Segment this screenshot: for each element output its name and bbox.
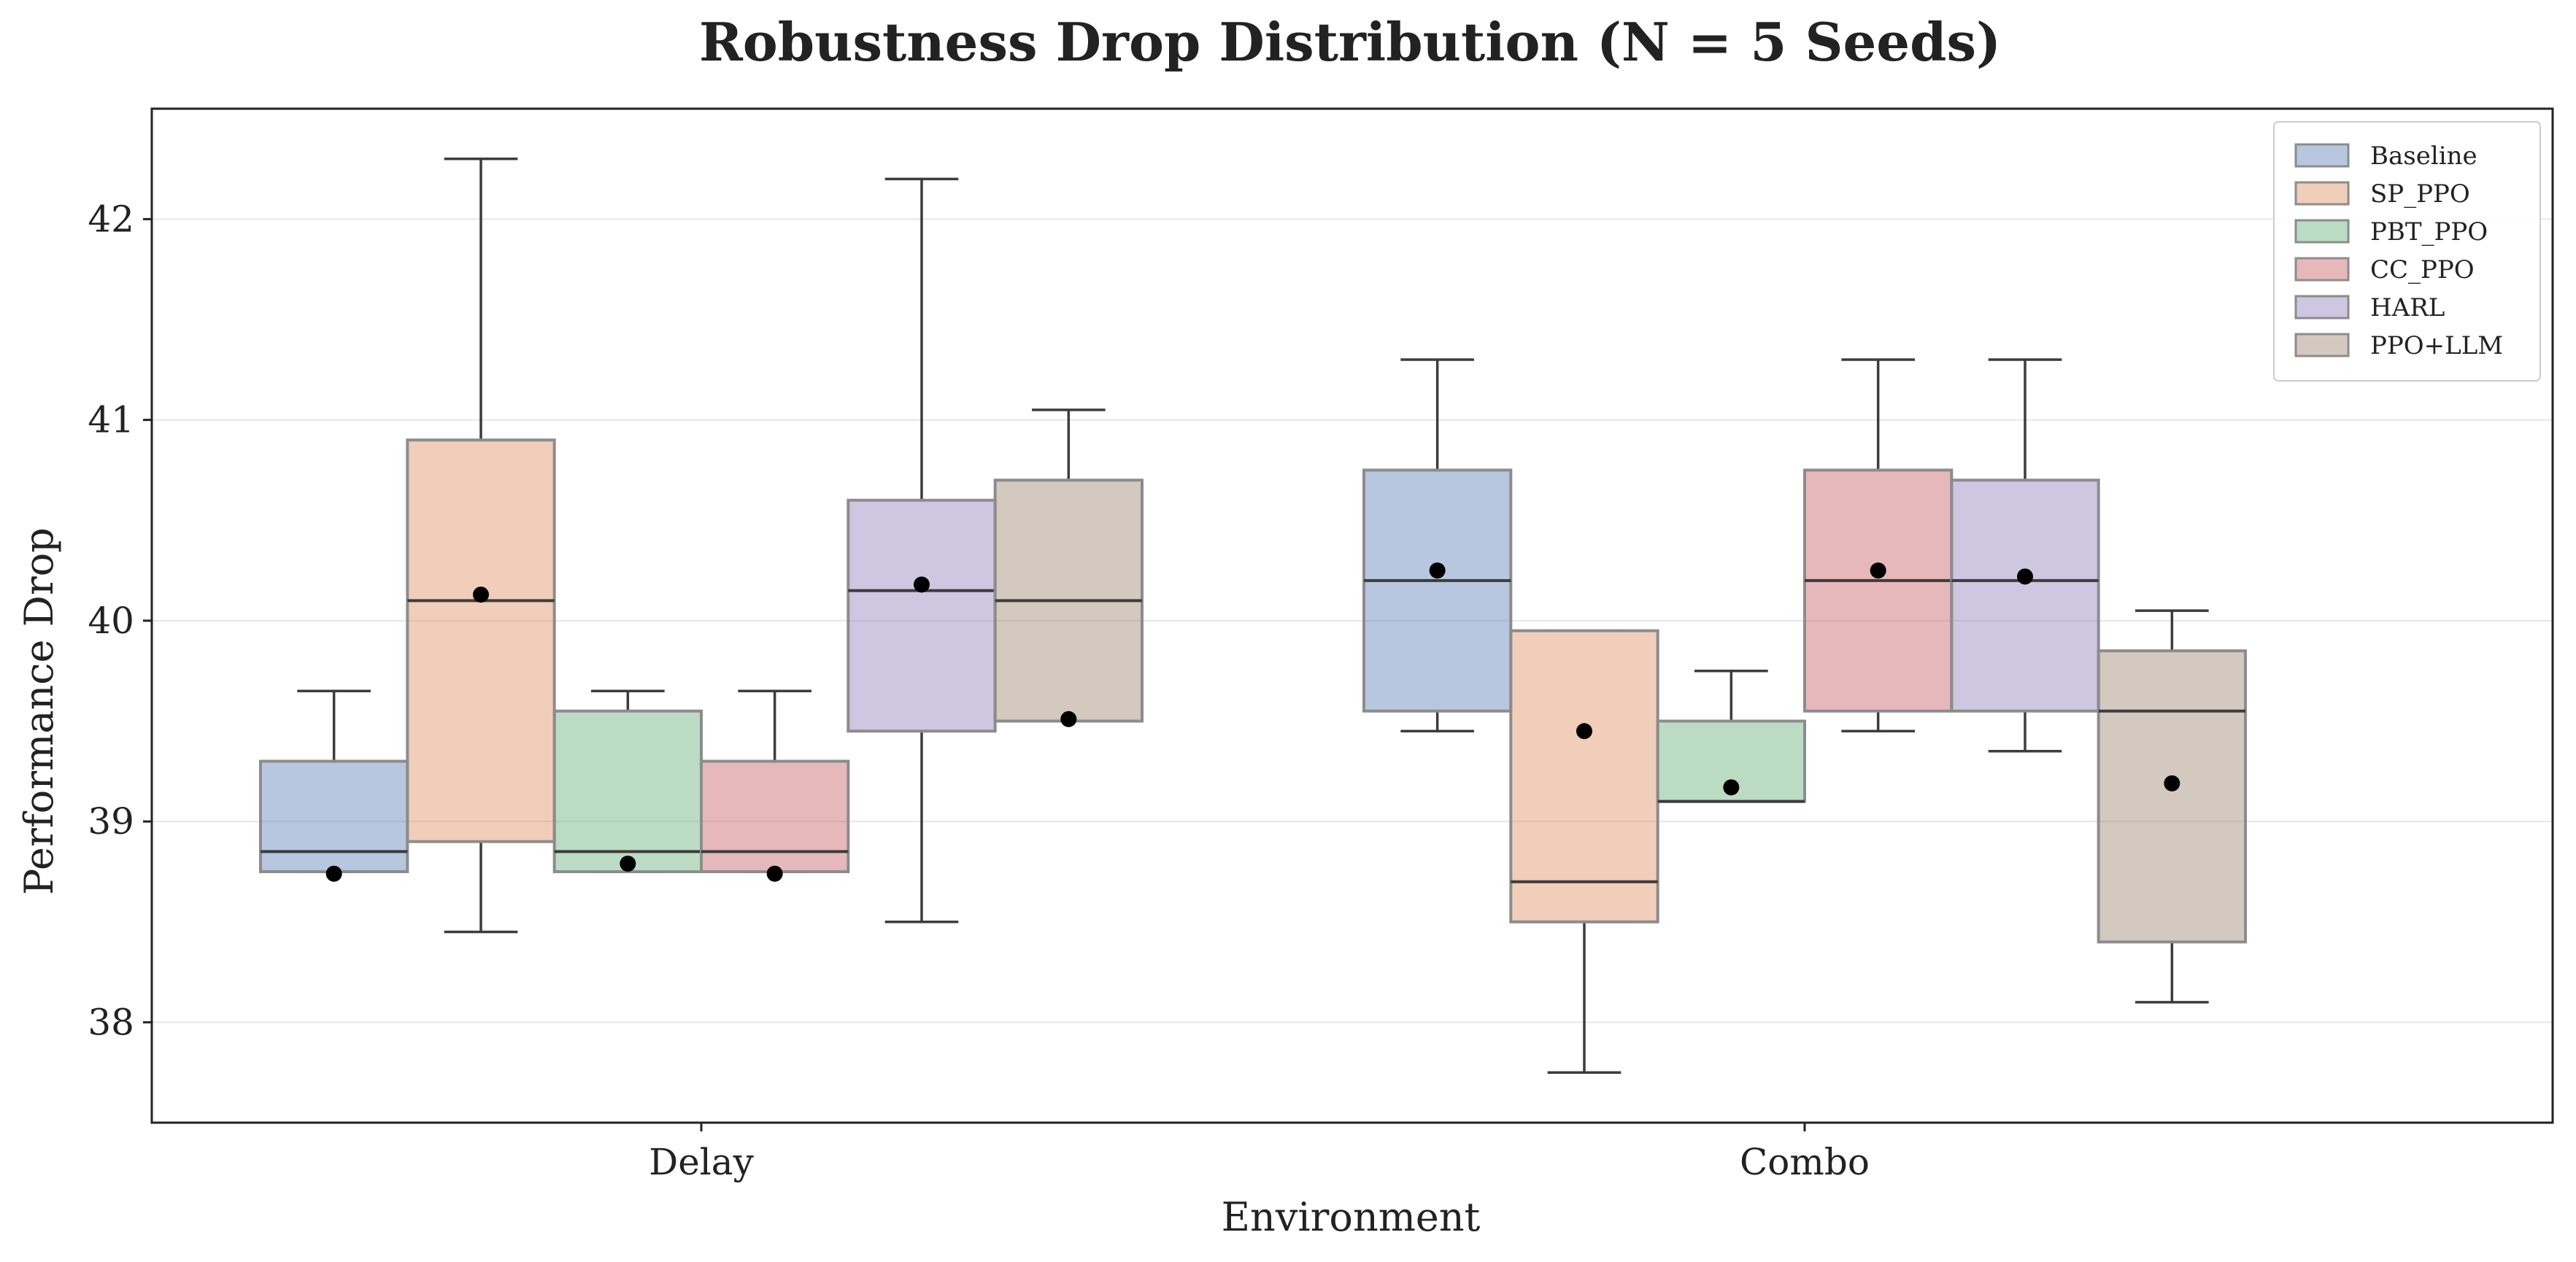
mean-marker bbox=[473, 587, 489, 603]
legend-item: PPO+LLM bbox=[2294, 331, 2503, 360]
legend-swatch bbox=[2294, 333, 2350, 357]
y-tick-label: 42 bbox=[88, 198, 134, 240]
box-sp-ppo-combo bbox=[1509, 629, 1659, 1074]
legend-item: CC_PPO bbox=[2294, 255, 2475, 284]
legend-frame bbox=[2273, 121, 2541, 382]
y-tick-label: 40 bbox=[88, 600, 134, 642]
iqr-box bbox=[1656, 719, 1807, 803]
legend-swatch bbox=[2294, 257, 2350, 282]
iqr-box bbox=[406, 438, 556, 843]
mean-marker bbox=[1429, 562, 1446, 579]
iqr-box bbox=[552, 709, 703, 873]
box-ppo-llm-combo bbox=[2097, 609, 2248, 1004]
box-harl-combo bbox=[1950, 358, 2100, 753]
iqr-box bbox=[847, 498, 997, 733]
legend-label: HARL bbox=[2370, 293, 2445, 322]
box-baseline-delay bbox=[259, 689, 409, 882]
box-pbt-ppo-delay bbox=[552, 689, 703, 873]
legend: Baseline SP_PPO PBT_PPO CC_PPO HARL PPO+LLM bbox=[2273, 121, 2541, 382]
iqr-box bbox=[1509, 629, 1659, 924]
legend-swatch bbox=[2294, 181, 2350, 206]
mean-marker bbox=[914, 576, 930, 593]
mean-marker bbox=[1870, 562, 1886, 579]
legend-item: PBT_PPO bbox=[2294, 217, 2488, 247]
legend-label: PPO+LLM bbox=[2370, 331, 2503, 360]
iqr-box bbox=[700, 759, 850, 873]
x-tick-label: Delay bbox=[649, 1141, 754, 1183]
box-baseline-combo bbox=[1362, 358, 1513, 733]
y-tick-label: 38 bbox=[88, 1001, 134, 1043]
box-sp-ppo-delay bbox=[406, 158, 556, 934]
legend-label: PBT_PPO bbox=[2370, 217, 2488, 247]
box-ppo-llm-delay bbox=[993, 409, 1144, 727]
iqr-box bbox=[1362, 468, 1513, 713]
mean-marker bbox=[325, 865, 342, 882]
box-cc-ppo-combo bbox=[1803, 358, 1954, 733]
box-harl-delay bbox=[847, 177, 997, 924]
y-tick-label: 41 bbox=[88, 399, 134, 441]
iqr-box bbox=[1803, 468, 1954, 713]
box-cc-ppo-delay bbox=[700, 689, 850, 882]
legend-swatch bbox=[2294, 295, 2350, 320]
mean-marker bbox=[766, 865, 783, 882]
mean-marker bbox=[1576, 723, 1592, 740]
iqr-box bbox=[1950, 479, 2100, 713]
x-axis-label: Environment bbox=[1222, 1194, 1481, 1240]
grid-lines bbox=[152, 218, 2553, 1023]
y-tick-label: 39 bbox=[88, 800, 134, 843]
mean-marker bbox=[1723, 779, 1740, 796]
box-pbt-ppo-combo bbox=[1656, 669, 1807, 803]
x-tick-label: Combo bbox=[1740, 1141, 1870, 1183]
legend-item: Baseline bbox=[2294, 142, 2477, 171]
iqr-box bbox=[259, 759, 409, 873]
legend-item: SP_PPO bbox=[2294, 179, 2470, 209]
mean-marker bbox=[2164, 775, 2180, 791]
box-series bbox=[259, 158, 2248, 1074]
axes: 38 39 40 41 42 Delay Combo bbox=[88, 198, 1870, 1183]
legend-swatch bbox=[2294, 219, 2350, 244]
legend-swatch bbox=[2294, 143, 2350, 168]
mean-marker bbox=[620, 855, 636, 872]
iqr-box bbox=[2097, 649, 2248, 944]
chart-title: Robustness Drop Distribution (N = 5 Seed… bbox=[699, 11, 2001, 73]
legend-label: SP_PPO bbox=[2370, 179, 2470, 209]
mean-marker bbox=[1060, 711, 1077, 727]
legend-label: Baseline bbox=[2370, 142, 2477, 171]
legend-item: HARL bbox=[2294, 293, 2445, 322]
legend-label: CC_PPO bbox=[2370, 255, 2475, 284]
plot-frame bbox=[150, 107, 2554, 1124]
mean-marker bbox=[2017, 568, 2033, 585]
y-axis-label: Performance Drop bbox=[16, 527, 62, 895]
